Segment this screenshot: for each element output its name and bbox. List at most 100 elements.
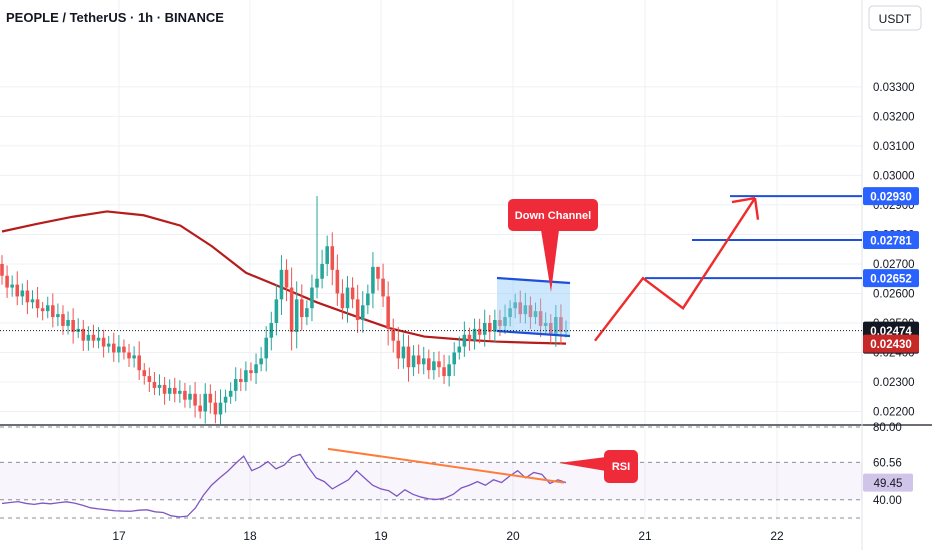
down-channel-callout[interactable]: Down Channel bbox=[508, 199, 598, 292]
candle-body[interactable] bbox=[249, 370, 253, 374]
candle-body[interactable] bbox=[188, 393, 192, 400]
candle-body[interactable] bbox=[452, 352, 456, 365]
candle-body[interactable] bbox=[432, 361, 436, 371]
candle-body[interactable] bbox=[112, 343, 116, 353]
candle-body[interactable] bbox=[20, 290, 25, 297]
candle-body[interactable] bbox=[437, 361, 441, 368]
candle-body[interactable] bbox=[228, 390, 233, 397]
candle-body[interactable] bbox=[106, 343, 111, 347]
candle-body[interactable] bbox=[61, 314, 65, 326]
candle-body[interactable] bbox=[233, 379, 238, 391]
candle-body[interactable] bbox=[0, 263, 4, 276]
candle-body[interactable] bbox=[366, 293, 370, 306]
candle-body[interactable] bbox=[391, 328, 396, 341]
candle-body[interactable] bbox=[518, 302, 523, 315]
candle-body[interactable] bbox=[147, 376, 152, 382]
candle-body[interactable] bbox=[101, 337, 106, 347]
candle-body[interactable] bbox=[162, 384, 167, 394]
rsi-callout[interactable]: RSI bbox=[559, 450, 638, 483]
time-axis[interactable]: 17 18 19 20 21 22 bbox=[112, 529, 784, 543]
candle-body[interactable] bbox=[66, 320, 70, 326]
candle-body[interactable] bbox=[137, 355, 141, 371]
candle-body[interactable] bbox=[416, 355, 421, 365]
candle-body[interactable] bbox=[51, 305, 55, 318]
candle-body[interactable] bbox=[371, 266, 375, 294]
candle-body[interactable] bbox=[462, 334, 467, 347]
projection-arrow-path[interactable] bbox=[594, 197, 757, 342]
candle-body[interactable] bbox=[477, 328, 482, 335]
candle-body[interactable] bbox=[335, 269, 340, 294]
candle-body[interactable] bbox=[533, 311, 538, 318]
candle-body[interactable] bbox=[503, 317, 507, 326]
candle-body[interactable] bbox=[40, 308, 45, 312]
candle-body[interactable] bbox=[30, 299, 35, 303]
candle-body[interactable] bbox=[178, 390, 182, 394]
rsi-trend-line[interactable] bbox=[327, 447, 565, 484]
candles-layer[interactable] bbox=[0, 196, 568, 425]
candle-body[interactable] bbox=[284, 269, 289, 288]
candle-body[interactable] bbox=[493, 320, 497, 332]
candle-body[interactable] bbox=[406, 346, 411, 368]
candle-body[interactable] bbox=[472, 328, 477, 341]
candle-body[interactable] bbox=[564, 330, 568, 332]
candle-body[interactable] bbox=[421, 358, 426, 365]
candle-body[interactable] bbox=[386, 296, 390, 329]
candle-body[interactable] bbox=[360, 305, 365, 321]
candle-body[interactable] bbox=[427, 358, 431, 371]
price-axis[interactable]: 0.022000.023000.024000.025000.026000.027… bbox=[873, 82, 915, 507]
candle-body[interactable] bbox=[457, 346, 462, 353]
candle-body[interactable] bbox=[508, 308, 512, 318]
candle-body[interactable] bbox=[381, 278, 385, 297]
candle-body[interactable] bbox=[396, 340, 401, 359]
candle-body[interactable] bbox=[355, 299, 360, 321]
candle-body[interactable] bbox=[269, 322, 274, 338]
candle-body[interactable] bbox=[244, 370, 248, 382]
candle-body[interactable] bbox=[10, 284, 14, 288]
candle-body[interactable] bbox=[330, 246, 335, 270]
candle-body[interactable] bbox=[5, 275, 9, 288]
rsi-line[interactable] bbox=[1, 453, 567, 518]
candle-body[interactable] bbox=[81, 328, 86, 341]
candle-body[interactable] bbox=[198, 405, 202, 412]
candle-body[interactable] bbox=[498, 320, 502, 326]
candle-body[interactable] bbox=[528, 305, 533, 318]
candle-body[interactable] bbox=[142, 370, 147, 377]
candle-body[interactable] bbox=[152, 381, 157, 388]
candle-body[interactable] bbox=[172, 387, 177, 394]
candle-body[interactable] bbox=[122, 346, 126, 353]
candle-body[interactable] bbox=[203, 393, 208, 412]
down-channel-upper[interactable] bbox=[496, 276, 571, 285]
candle-body[interactable] bbox=[442, 367, 446, 377]
candle-body[interactable] bbox=[315, 278, 319, 288]
candle-body[interactable] bbox=[71, 320, 75, 332]
candle-body[interactable] bbox=[264, 337, 268, 359]
candle-body[interactable] bbox=[482, 322, 487, 335]
candle-body[interactable] bbox=[300, 299, 304, 318]
candle-body[interactable] bbox=[548, 322, 553, 335]
candle-body[interactable] bbox=[279, 269, 284, 300]
candle-body[interactable] bbox=[340, 293, 345, 309]
candle-body[interactable] bbox=[376, 266, 380, 279]
candle-body[interactable] bbox=[193, 393, 197, 406]
candle-body[interactable] bbox=[513, 302, 517, 309]
candle-body[interactable] bbox=[91, 334, 96, 341]
candle-body[interactable] bbox=[320, 263, 324, 279]
candle-body[interactable] bbox=[254, 364, 258, 374]
rsi-panel[interactable]: RSI bbox=[0, 426, 862, 519]
candle-body[interactable] bbox=[45, 305, 50, 312]
candle-body[interactable] bbox=[35, 299, 40, 309]
candle-body[interactable] bbox=[350, 287, 355, 300]
candle-body[interactable] bbox=[559, 317, 563, 332]
candle-body[interactable] bbox=[325, 246, 329, 264]
candle-body[interactable] bbox=[183, 390, 187, 400]
candle-body[interactable] bbox=[310, 287, 314, 309]
candle-body[interactable] bbox=[401, 346, 406, 359]
candle-body[interactable] bbox=[289, 287, 294, 332]
candle-body[interactable] bbox=[86, 334, 91, 341]
candle-body[interactable] bbox=[25, 290, 30, 303]
candle-body[interactable] bbox=[543, 322, 548, 326]
candle-body[interactable] bbox=[208, 393, 213, 403]
candle-body[interactable] bbox=[294, 299, 299, 332]
candle-body[interactable] bbox=[554, 317, 558, 335]
